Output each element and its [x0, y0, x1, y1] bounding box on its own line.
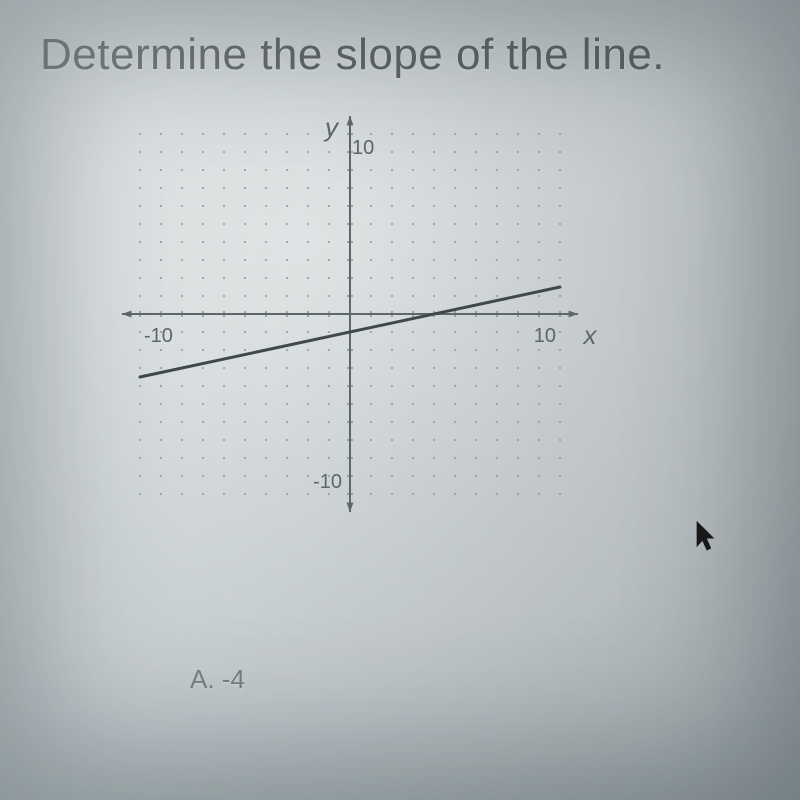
- answer-choice-a[interactable]: A. -4: [190, 664, 760, 695]
- mouse-cursor-icon: [695, 520, 718, 552]
- worksheet-page: Determine the slope of the line. 10 -10 -1…: [0, 0, 800, 800]
- svg-text:10: 10: [534, 325, 556, 347]
- svg-text:-10: -10: [313, 471, 342, 493]
- svg-text:-10: -10: [144, 325, 173, 347]
- coordinate-graph: 10 -10 -10 10 y x: [80, 104, 600, 544]
- svg-text:10: 10: [352, 137, 374, 159]
- svg-text:x: x: [582, 320, 598, 350]
- svg-text:y: y: [323, 112, 340, 142]
- question-prompt: Determine the slope of the line.: [40, 30, 760, 80]
